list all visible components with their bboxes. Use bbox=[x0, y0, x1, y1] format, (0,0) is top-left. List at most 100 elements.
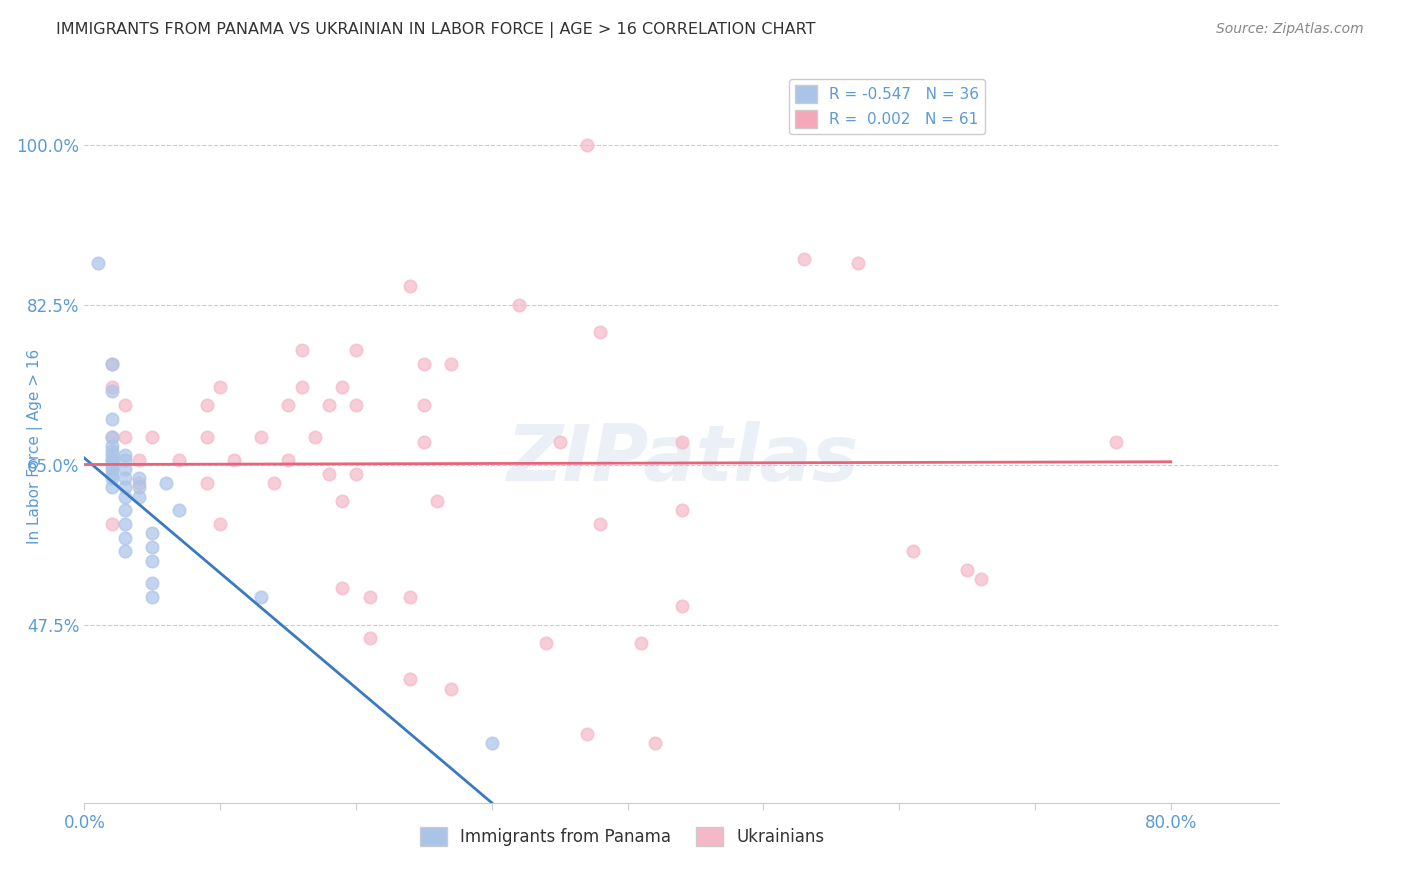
Point bbox=[575, 727, 598, 741]
Point bbox=[100, 471, 122, 485]
Point bbox=[671, 599, 693, 614]
Point bbox=[100, 380, 122, 394]
Point bbox=[399, 279, 422, 293]
Point bbox=[956, 563, 979, 577]
Point bbox=[575, 137, 598, 152]
Point bbox=[344, 398, 367, 412]
Point bbox=[100, 443, 122, 458]
Point bbox=[901, 544, 924, 558]
Point bbox=[100, 448, 122, 462]
Text: 80.0%: 80.0% bbox=[1144, 814, 1197, 831]
Point bbox=[100, 412, 122, 426]
Text: IMMIGRANTS FROM PANAMA VS UKRAINIAN IN LABOR FORCE | AGE > 16 CORRELATION CHART: IMMIGRANTS FROM PANAMA VS UKRAINIAN IN L… bbox=[56, 22, 815, 38]
Point bbox=[644, 736, 666, 750]
Point bbox=[671, 503, 693, 517]
Point bbox=[100, 453, 122, 467]
Point bbox=[291, 380, 314, 394]
Point bbox=[508, 297, 530, 311]
Point bbox=[222, 453, 245, 467]
Point bbox=[848, 256, 870, 270]
Point bbox=[114, 503, 136, 517]
Point bbox=[277, 453, 299, 467]
Point bbox=[195, 398, 218, 412]
Point bbox=[155, 475, 177, 490]
Point bbox=[318, 467, 340, 481]
Point bbox=[250, 430, 273, 444]
Point bbox=[589, 325, 612, 339]
Point bbox=[250, 590, 273, 604]
Point bbox=[87, 256, 110, 270]
Point bbox=[114, 398, 136, 412]
Point bbox=[100, 453, 122, 467]
Point bbox=[141, 590, 163, 604]
Point bbox=[332, 494, 354, 508]
Text: Source: ZipAtlas.com: Source: ZipAtlas.com bbox=[1216, 22, 1364, 37]
Point bbox=[128, 453, 150, 467]
Point bbox=[100, 458, 122, 472]
Point bbox=[114, 544, 136, 558]
Point bbox=[141, 576, 163, 591]
Point bbox=[630, 636, 652, 650]
Point bbox=[114, 480, 136, 494]
Point bbox=[359, 632, 381, 646]
Point bbox=[114, 448, 136, 462]
Point bbox=[114, 462, 136, 476]
Text: 0.0%: 0.0% bbox=[63, 814, 105, 831]
Point bbox=[141, 553, 163, 567]
Point bbox=[128, 475, 150, 490]
Point bbox=[141, 540, 163, 554]
Point bbox=[100, 357, 122, 371]
Point bbox=[344, 343, 367, 358]
Point bbox=[128, 480, 150, 494]
Point bbox=[141, 526, 163, 541]
Point bbox=[412, 434, 434, 449]
Point bbox=[589, 516, 612, 531]
Point bbox=[399, 673, 422, 687]
Point bbox=[412, 398, 434, 412]
Point bbox=[671, 434, 693, 449]
Point bbox=[332, 581, 354, 595]
Point bbox=[399, 590, 422, 604]
Point bbox=[209, 516, 232, 531]
Point bbox=[426, 494, 449, 508]
Point bbox=[481, 736, 503, 750]
Point bbox=[114, 531, 136, 545]
Point bbox=[332, 380, 354, 394]
Point bbox=[141, 430, 163, 444]
Point bbox=[100, 516, 122, 531]
Point bbox=[100, 430, 122, 444]
Point bbox=[548, 434, 571, 449]
Point bbox=[970, 572, 993, 586]
Point bbox=[534, 636, 557, 650]
Point bbox=[100, 439, 122, 453]
Point bbox=[440, 357, 463, 371]
Legend: Immigrants from Panama, Ukrainians: Immigrants from Panama, Ukrainians bbox=[413, 821, 831, 853]
Point bbox=[100, 430, 122, 444]
Point bbox=[318, 398, 340, 412]
Point bbox=[100, 480, 122, 494]
Point bbox=[195, 475, 218, 490]
Point bbox=[114, 471, 136, 485]
Point bbox=[291, 343, 314, 358]
Point bbox=[344, 467, 367, 481]
Point bbox=[114, 430, 136, 444]
Point bbox=[128, 490, 150, 504]
Point bbox=[169, 453, 191, 467]
Point bbox=[114, 490, 136, 504]
Point bbox=[277, 398, 299, 412]
Point bbox=[100, 384, 122, 399]
Text: ZIPatlas: ZIPatlas bbox=[506, 421, 858, 497]
Point bbox=[169, 503, 191, 517]
Point bbox=[100, 462, 122, 476]
Point bbox=[100, 357, 122, 371]
Point bbox=[100, 467, 122, 481]
Point bbox=[359, 590, 381, 604]
Point bbox=[114, 516, 136, 531]
Point bbox=[1105, 434, 1128, 449]
Point bbox=[412, 357, 434, 371]
Point bbox=[793, 252, 815, 266]
Point bbox=[304, 430, 326, 444]
Point bbox=[263, 475, 285, 490]
Point bbox=[209, 380, 232, 394]
Point bbox=[195, 430, 218, 444]
